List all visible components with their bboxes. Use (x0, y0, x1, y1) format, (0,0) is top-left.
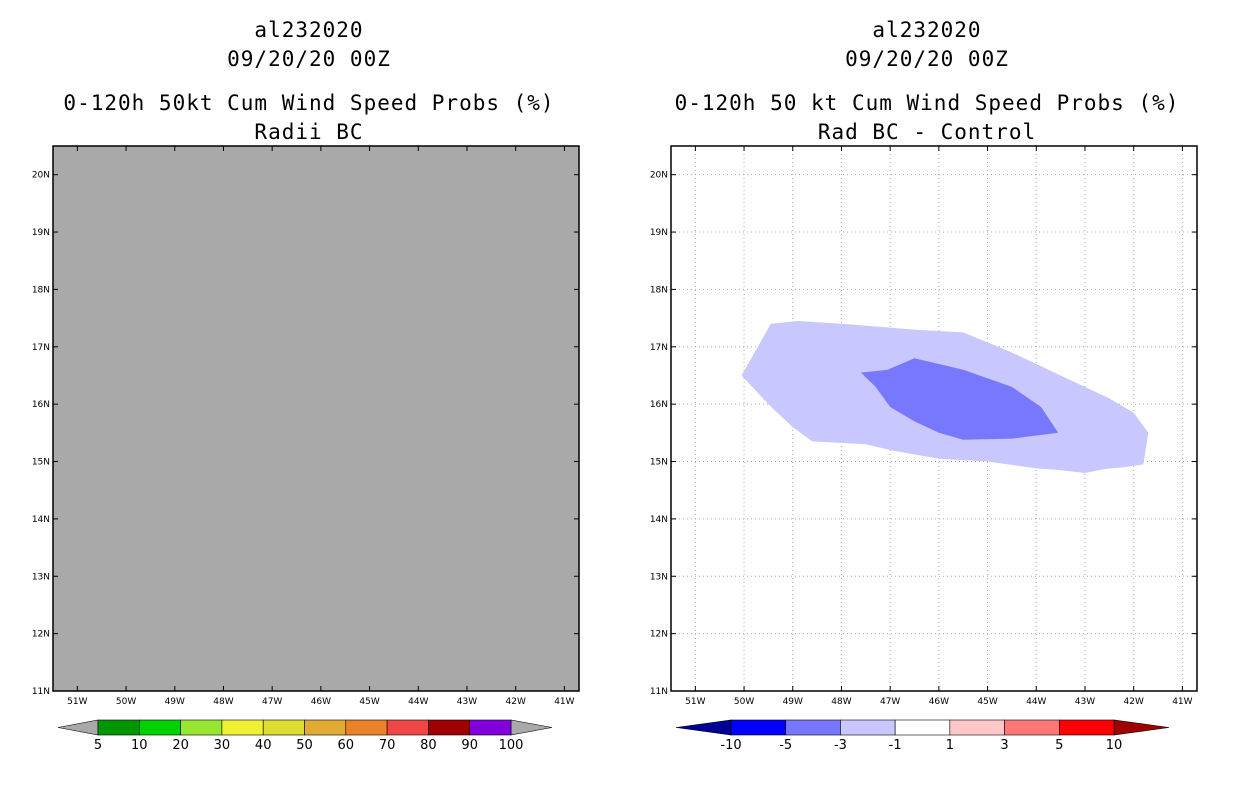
y-tick-label: 17N (650, 343, 668, 353)
colorbar-swatch (262, 719, 305, 736)
x-tick-label: 41W (554, 697, 574, 707)
colorbar-label: 20 (172, 738, 189, 753)
colorbar-swatch (730, 719, 787, 736)
colorbar-swatch (469, 719, 512, 736)
y-tick-label: 13N (32, 572, 50, 582)
y-tick-label: 15N (650, 458, 668, 468)
x-tick-label: 45W (359, 697, 379, 707)
colorbar-label: 100 (499, 738, 524, 753)
colorbar-label: 10 (1106, 738, 1123, 753)
colorbar-label: 40 (255, 738, 272, 753)
x-tick-label: 43W (1075, 697, 1095, 707)
colorbar-label: 3 (1000, 738, 1008, 753)
colorbar-swatch (785, 719, 841, 736)
chart-subtitle: Radii BC (254, 120, 364, 144)
x-tick-label: 50W (116, 697, 136, 707)
x-tick-label: 43W (457, 697, 477, 707)
y-tick-label: 12N (650, 630, 668, 640)
colorbar-label: 30 (214, 738, 231, 753)
chart-subtitle: Rad BC - Control (817, 120, 1037, 144)
colorbar-label: 60 (338, 738, 355, 753)
y-tick-label: 17N (32, 343, 50, 353)
colorbar-swatch (221, 719, 264, 736)
probability-field (53, 146, 579, 691)
left-panel: al232020 09/20/20 00Z 0-120h 50kt Cum Wi… (32, 18, 580, 753)
y-tick-label: 16N (650, 400, 668, 410)
x-tick-label: 49W (783, 697, 803, 707)
colorbar-swatch (386, 719, 429, 736)
plot-frame (52, 145, 580, 692)
chart-title: 0-120h 50 kt Cum Wind Speed Probs (%) (674, 91, 1180, 115)
y-tick-label: 11N (650, 687, 668, 697)
y-tick-label: 12N (32, 630, 50, 640)
y-tick-label: 18N (32, 285, 50, 295)
x-tick-label: 41W (1172, 697, 1192, 707)
y-tick-label: 14N (650, 515, 668, 525)
colorbar-label: -10 (720, 738, 741, 753)
colorbar-extend-low (675, 719, 732, 736)
x-tick-label: 46W (311, 697, 331, 707)
colorbar-extend-low (57, 719, 99, 736)
x-tick-label: 42W (1124, 697, 1144, 707)
x-tick-label: 48W (213, 697, 233, 707)
colorbar-label: -5 (779, 738, 792, 753)
y-tick-label: 20N (650, 171, 668, 181)
colorbar-swatch (97, 719, 140, 736)
colorbar-label: 70 (379, 738, 396, 753)
colorbar-swatch (840, 719, 896, 736)
x-tick-label: 47W (880, 697, 900, 707)
x-tick-label: 44W (1026, 697, 1046, 707)
x-tick-label: 42W (506, 697, 526, 707)
y-tick-label: 13N (650, 572, 668, 582)
y-tick-label: 19N (32, 228, 50, 238)
colorbar-swatch (1058, 719, 1115, 736)
colorbar-swatch (304, 719, 347, 736)
y-tick-label: 19N (650, 228, 668, 238)
datetime: 09/20/20 00Z (845, 47, 1009, 71)
colorbar-label: 10 (131, 738, 148, 753)
y-tick-label: 15N (32, 458, 50, 468)
colorbar-swatch (949, 719, 1005, 736)
x-tick-label: 44W (408, 697, 428, 707)
wind-prob-diff-chart: 11N 12N 13N 14N 15N 16N 17N 18N 19N 20N 51W 50W 49W 4… (650, 145, 1198, 753)
colorbar-swatch (345, 719, 388, 736)
y-tick-label: 11N (32, 687, 50, 697)
chart-title: 0-120h 50kt Cum Wind Speed Probs (%) (63, 91, 555, 115)
contour--5to-3 (860, 358, 1059, 440)
plot-frame (670, 145, 1198, 692)
y-tick-label: 20N (32, 171, 50, 181)
x-tick-label: 50W (734, 697, 754, 707)
x-tick-label: 45W (977, 697, 997, 707)
colorbar-label: 1 (946, 738, 954, 753)
colorbar-label: -1 (889, 738, 902, 753)
colorbar-label: 5 (1055, 738, 1063, 753)
wind-prob-chart-radii-bc: 11N 12N 13N 14N 15N 16N 17N 18N 19N 20N 51W 50W 49W 4… (32, 145, 580, 753)
colorbar-label: 5 (94, 738, 102, 753)
colorbar-label: 50 (296, 738, 313, 753)
y-tick-label: 14N (32, 515, 50, 525)
y-tick-label: 18N (650, 285, 668, 295)
datetime: 09/20/20 00Z (227, 47, 391, 71)
x-tick-label: 47W (262, 697, 282, 707)
x-tick-label: 51W (685, 697, 705, 707)
y-tick-label: 16N (32, 400, 50, 410)
colorbar-swatch (1004, 719, 1060, 736)
colorbar-label: 80 (420, 738, 437, 753)
x-tick-label: 49W (165, 697, 185, 707)
colorbar-label: -3 (834, 738, 847, 753)
storm-id: al232020 (254, 18, 364, 42)
x-tick-label: 48W (831, 697, 851, 707)
x-tick-label: 46W (929, 697, 949, 707)
x-tick-label: 51W (67, 697, 87, 707)
colorbar-extend-high (510, 719, 553, 736)
colorbar-swatch (894, 719, 951, 736)
colorbar-extend-high (1113, 719, 1170, 736)
storm-id: al232020 (872, 18, 982, 42)
right-panel: al232020 09/20/20 00Z 0-120h 50 kt Cum W… (618, 0, 1236, 800)
colorbar-swatch (139, 719, 181, 736)
colorbar-swatch (180, 719, 223, 736)
colorbar-label: 90 (461, 738, 478, 753)
colorbar-swatch (428, 719, 470, 736)
